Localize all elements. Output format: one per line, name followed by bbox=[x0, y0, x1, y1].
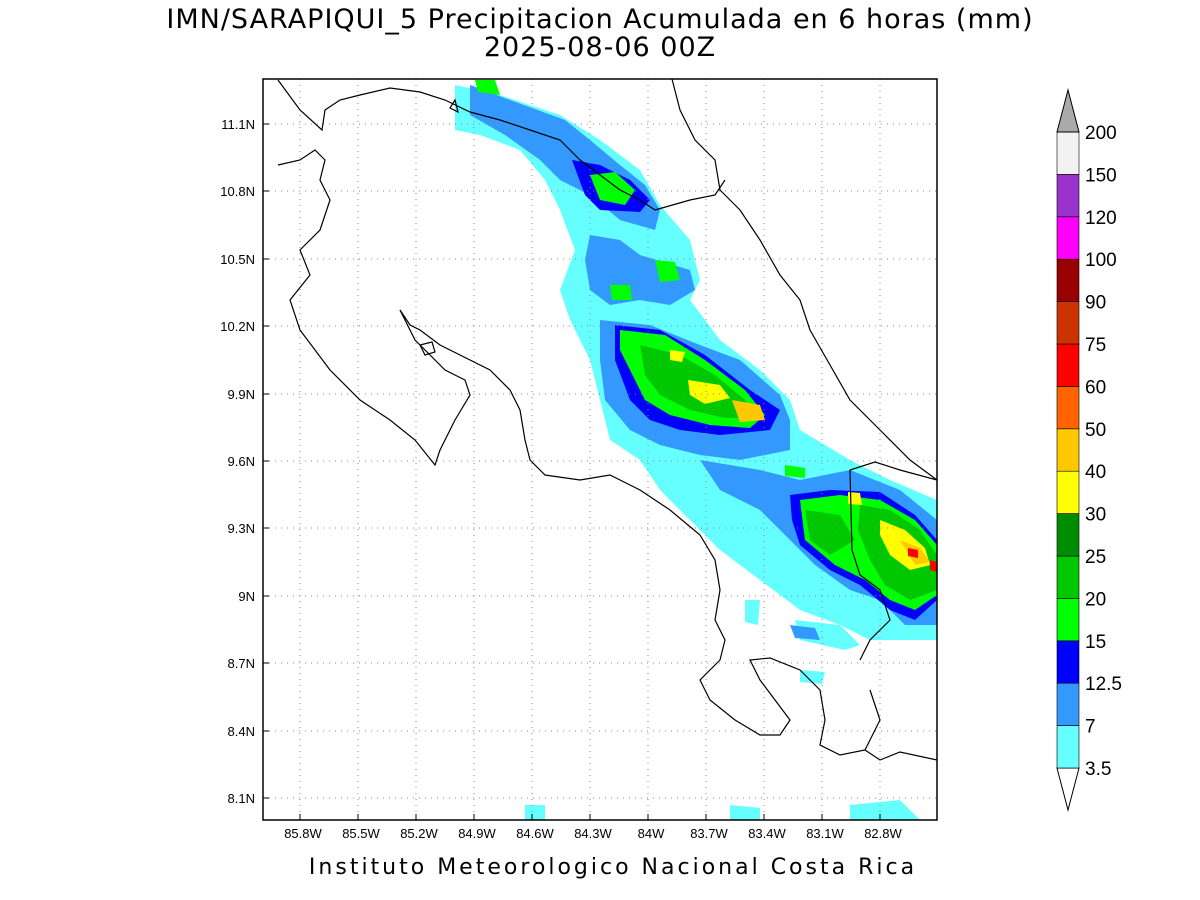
colorbar-swatch bbox=[1056, 174, 1080, 218]
colorbar-swatch bbox=[1056, 131, 1080, 175]
precipitation-field bbox=[455, 80, 937, 820]
lon-label: 84.6W bbox=[516, 826, 554, 841]
lat-label: 8.4N bbox=[228, 724, 255, 739]
colorbar-swatch bbox=[1056, 428, 1080, 472]
colorbar-label: 25 bbox=[1085, 547, 1106, 568]
colorbar-label: 75 bbox=[1085, 335, 1106, 356]
colorbar-swatch bbox=[1056, 598, 1080, 642]
colorbar-arrow-high bbox=[1056, 88, 1080, 133]
map-title: IMN/SARAPIQUI_5 Precipitacion Acumulada … bbox=[166, 4, 1034, 35]
colorbar-swatch bbox=[1056, 682, 1080, 726]
lat-label: 10.5N bbox=[220, 252, 255, 267]
lat-label: 8.1N bbox=[228, 791, 255, 806]
lon-label: 83.4W bbox=[748, 826, 786, 841]
colorbar-arrow-low bbox=[1056, 767, 1080, 812]
lon-label: 85.8W bbox=[284, 826, 322, 841]
map-gridlines bbox=[263, 79, 937, 820]
colorbar-swatch bbox=[1056, 555, 1080, 599]
colorbar-label: 50 bbox=[1085, 420, 1106, 441]
lat-label: 9.9N bbox=[228, 387, 255, 402]
lat-label: 8.7N bbox=[228, 656, 255, 671]
colorbar-swatch bbox=[1056, 386, 1080, 430]
lat-label: 9N bbox=[238, 589, 255, 604]
longitude-labels: 85.8W 85.5W 85.2W 84.9W 84.6W 84.3W 84W … bbox=[284, 826, 902, 841]
colorbar-legend: 3.5 7 12.5 15 20 25 30 40 50 60 75 90 100 120 150 200 bbox=[1056, 88, 1122, 812]
colorbar-label: 100 bbox=[1085, 250, 1117, 271]
lon-label: 84W bbox=[638, 826, 665, 841]
lon-label: 84.3W bbox=[574, 826, 612, 841]
map-frame bbox=[262, 78, 938, 821]
lat-label: 9.3N bbox=[228, 521, 255, 536]
colorbar-swatch bbox=[1056, 725, 1080, 769]
footer-credit: Instituto Meteorologico Nacional Costa R… bbox=[308, 855, 918, 880]
colorbar-swatch bbox=[1056, 216, 1080, 260]
colorbar-label: 40 bbox=[1085, 462, 1106, 483]
lon-label: 85.2W bbox=[400, 826, 438, 841]
lon-label: 82.8W bbox=[864, 826, 902, 841]
colorbar-label: 150 bbox=[1085, 165, 1117, 186]
colorbar-label: 7 bbox=[1085, 717, 1096, 738]
lon-label: 83.7W bbox=[690, 826, 728, 841]
lat-label: 10.8N bbox=[220, 184, 255, 199]
colorbar-label: 30 bbox=[1085, 505, 1106, 526]
lat-label: 9.6N bbox=[228, 454, 255, 469]
colorbar-label: 200 bbox=[1085, 123, 1117, 144]
colorbar-swatch bbox=[1056, 640, 1080, 684]
colorbar-label: 20 bbox=[1085, 589, 1106, 610]
colorbar-swatch bbox=[1056, 513, 1080, 557]
map-date: 2025-08-06 00Z bbox=[483, 32, 717, 63]
colorbar-label: 90 bbox=[1085, 293, 1106, 314]
lon-label: 83.1W bbox=[806, 826, 844, 841]
colorbar-label: 15 bbox=[1085, 632, 1106, 653]
latitude-labels: 11.1N 10.8N 10.5N 10.2N 9.9N 9.6N 9.3N 9… bbox=[220, 117, 255, 806]
colorbar-label: 120 bbox=[1085, 208, 1117, 229]
colorbar-label: 12.5 bbox=[1085, 674, 1122, 695]
lat-label: 11.1N bbox=[221, 117, 255, 132]
colorbar-swatch bbox=[1056, 343, 1080, 387]
lon-label: 84.9W bbox=[458, 826, 496, 841]
colorbar-swatch bbox=[1056, 301, 1080, 345]
lat-label: 10.2N bbox=[220, 319, 255, 334]
lon-label: 85.5W bbox=[342, 826, 380, 841]
colorbar-label: 60 bbox=[1085, 377, 1106, 398]
precip-zone-15 bbox=[590, 172, 635, 205]
colorbar-swatch bbox=[1056, 470, 1080, 514]
colorbar-swatch bbox=[1056, 258, 1080, 302]
coastline bbox=[277, 79, 937, 761]
colorbar-label: 3.5 bbox=[1085, 759, 1111, 780]
